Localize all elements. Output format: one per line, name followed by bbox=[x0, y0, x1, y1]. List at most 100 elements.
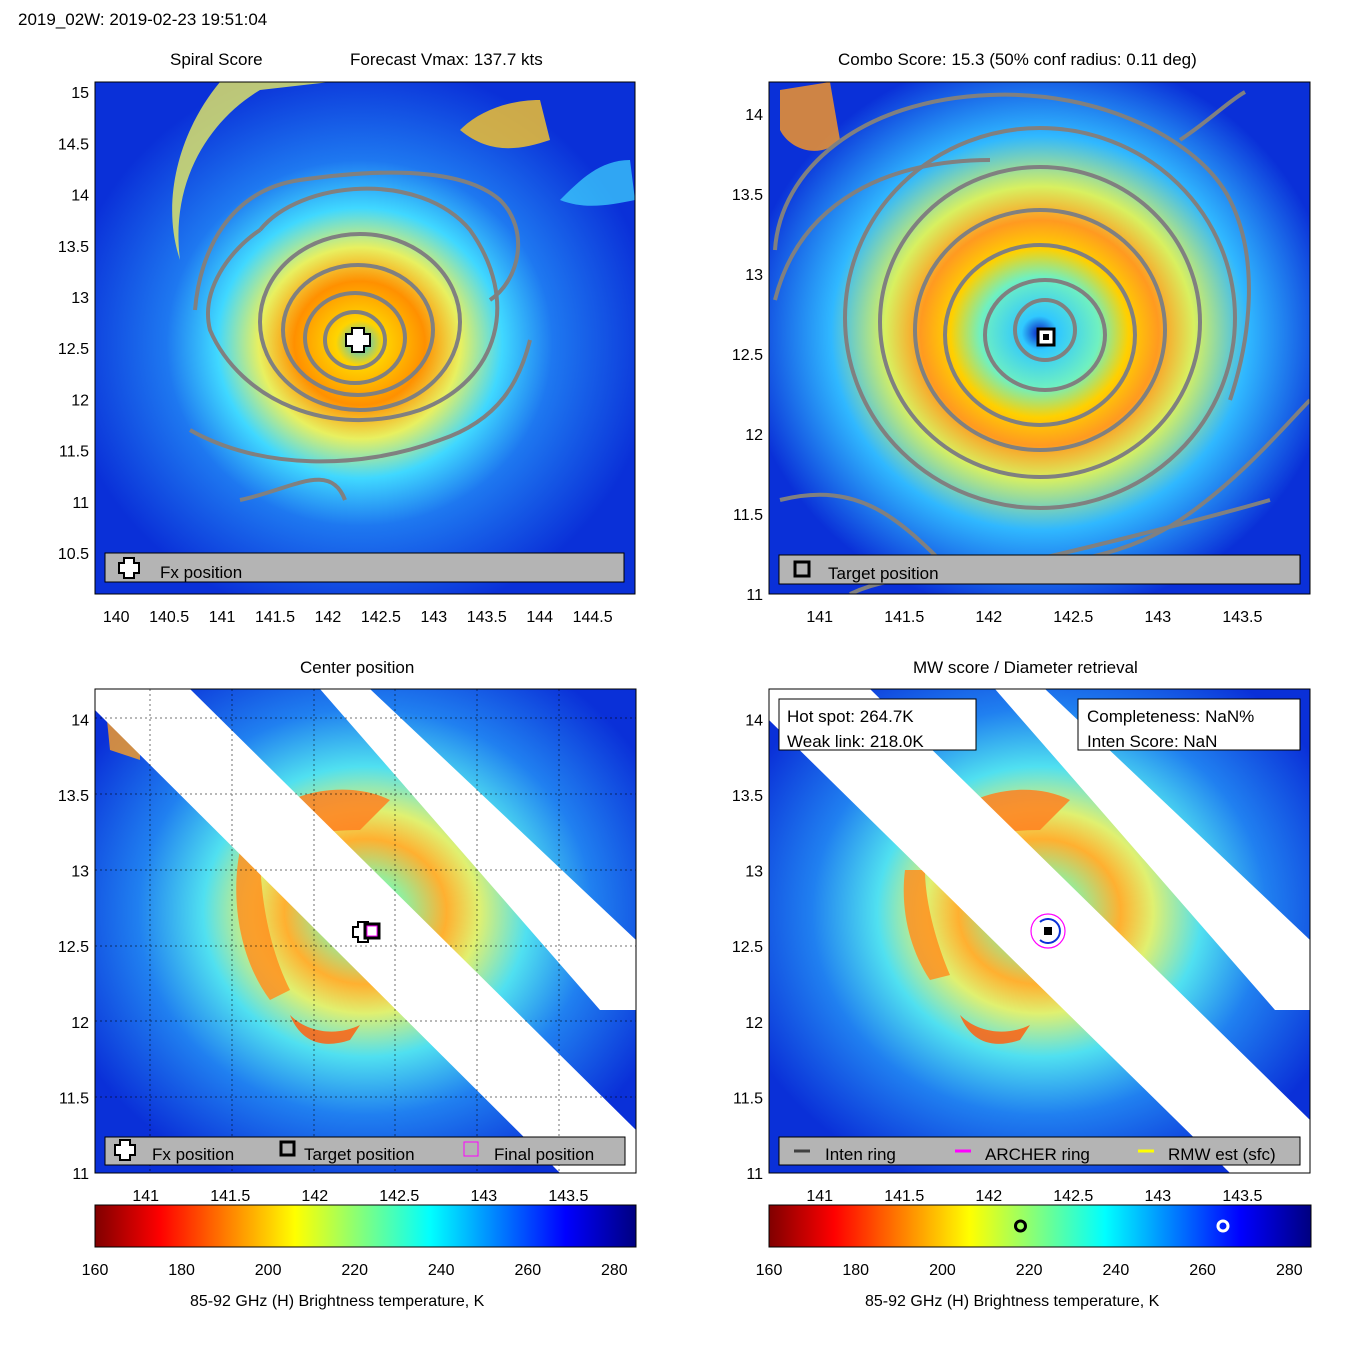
y-tick-label: 14 bbox=[71, 712, 89, 729]
center-target-marker bbox=[363, 922, 381, 940]
y-tick-label: 12.5 bbox=[58, 341, 89, 358]
y-tick-label: 11.5 bbox=[59, 444, 89, 461]
y-tick-label: 12 bbox=[745, 427, 763, 444]
x-tick-label: 142.5 bbox=[1053, 609, 1093, 626]
colorbar-tick-label: 280 bbox=[1276, 1262, 1303, 1279]
colorbar-tick-label: 200 bbox=[929, 1262, 956, 1279]
final-legend-icon bbox=[463, 1141, 479, 1157]
x-tick-label: 141 bbox=[209, 609, 236, 626]
colorbar-tick-label: 260 bbox=[514, 1262, 541, 1279]
y-tick-label: 13 bbox=[71, 290, 89, 307]
figure-header: 2019_02W: 2019-02-23 19:51:04 bbox=[18, 10, 268, 29]
mw-legend-rmw: RMW est (sfc) bbox=[1168, 1145, 1276, 1164]
y-tick-label: 11 bbox=[72, 495, 89, 512]
combo-score-panel: Target position 141 141.5 142 142.5 143 143.5… bbox=[732, 81, 1311, 626]
x-tick-label: 140 bbox=[103, 609, 130, 626]
y-tick-label: 13.5 bbox=[58, 788, 89, 805]
y-tick-label: 12 bbox=[745, 1015, 763, 1032]
y-tick-label: 12 bbox=[71, 392, 89, 409]
spiral-fx-marker bbox=[345, 327, 371, 353]
x-tick-label: 143.5 bbox=[548, 1188, 588, 1205]
y-tick-label: 12.5 bbox=[732, 347, 763, 364]
x-tick-label: 140.5 bbox=[149, 609, 189, 626]
y-tick-label: 13.5 bbox=[732, 788, 763, 805]
spiral-score-panel: Fx position 140 140.5 141 141.5 142 142.5 143 1… bbox=[58, 81, 636, 626]
x-tick-label: 142.5 bbox=[1053, 1188, 1093, 1205]
x-tick-label: 144.5 bbox=[573, 609, 613, 626]
colorbar-markers bbox=[1013, 1219, 1230, 1233]
mw-info-left bbox=[778, 698, 977, 751]
y-tick-label: 12.5 bbox=[58, 939, 89, 956]
x-tick-label: 143 bbox=[1144, 609, 1171, 626]
completeness-text: Completeness: NaN% bbox=[1087, 707, 1254, 726]
mw-data-gap bbox=[769, 689, 1310, 1173]
target-legend-icon bbox=[793, 560, 811, 578]
colorbar-tick-label: 160 bbox=[82, 1262, 109, 1279]
colorbar-tick-label: 160 bbox=[756, 1262, 783, 1279]
colorbar-right-label: 85-92 GHz (H) Brightness temperature, K bbox=[865, 1293, 1160, 1310]
combo-legend-label: Target position bbox=[828, 564, 939, 583]
y-tick-label: 13 bbox=[71, 864, 89, 881]
colorbar-tick-label: 240 bbox=[1103, 1262, 1130, 1279]
x-tick-label: 141 bbox=[806, 609, 833, 626]
x-tick-label: 142.5 bbox=[379, 1188, 419, 1205]
colorbar-tick-label: 200 bbox=[255, 1262, 282, 1279]
mw-legend-archer: ARCHER ring bbox=[985, 1145, 1090, 1164]
center-final-marker bbox=[366, 925, 378, 937]
weak-link-text: Weak link: 218.0K bbox=[787, 732, 924, 751]
spiral-contours bbox=[189, 170, 532, 502]
colorbar-right bbox=[768, 1204, 1312, 1248]
y-tick-label: 15 bbox=[71, 85, 89, 102]
x-tick-label: 143 bbox=[470, 1188, 497, 1205]
y-tick-label: 14 bbox=[71, 188, 89, 205]
target-legend-icon bbox=[279, 1140, 296, 1157]
spiral-legend-label: Fx position bbox=[160, 563, 242, 582]
x-tick-label: 143.5 bbox=[1222, 609, 1262, 626]
y-tick-label: 12 bbox=[71, 1015, 89, 1032]
fx-legend-icon bbox=[118, 557, 140, 579]
x-tick-label: 142.5 bbox=[361, 609, 401, 626]
combo-legend bbox=[778, 554, 1301, 585]
colorbar-tick-label: 220 bbox=[341, 1262, 368, 1279]
x-tick-label: 143.5 bbox=[467, 609, 507, 626]
x-tick-label: 141 bbox=[132, 1188, 159, 1205]
colorbar-tick-label: 180 bbox=[168, 1262, 195, 1279]
spiral-legend bbox=[104, 552, 625, 583]
combo-title: Combo Score: 15.3 (50% conf radius: 0.11… bbox=[838, 50, 1197, 69]
center-legend-final: Final position bbox=[494, 1145, 594, 1164]
mw-legend bbox=[778, 1136, 1301, 1166]
inten-score-text: Inten Score: NaN bbox=[1087, 732, 1217, 751]
center-legend-fx: Fx position bbox=[152, 1145, 234, 1164]
y-tick-label: 13.5 bbox=[732, 187, 763, 204]
x-tick-label: 141 bbox=[806, 1188, 833, 1205]
y-tick-label: 11.5 bbox=[59, 1090, 89, 1107]
x-tick-label: 144 bbox=[526, 609, 553, 626]
x-tick-label: 142 bbox=[975, 609, 1002, 626]
y-tick-label: 11 bbox=[746, 1166, 763, 1183]
y-tick-label: 11 bbox=[72, 1166, 89, 1183]
y-tick-label: 13 bbox=[745, 267, 763, 284]
mw-legend-inten: Inten ring bbox=[825, 1145, 896, 1164]
y-tick-label: 11.5 bbox=[733, 507, 763, 524]
combo-contours bbox=[773, 90, 1310, 594]
x-tick-label: 143.5 bbox=[1222, 1188, 1262, 1205]
y-tick-label: 11.5 bbox=[733, 1090, 763, 1107]
y-tick-label: 14 bbox=[745, 107, 763, 124]
hot-spot-marker bbox=[1216, 1219, 1230, 1233]
colorbar-tick-label: 260 bbox=[1189, 1262, 1216, 1279]
colorbar-tick-label: 280 bbox=[601, 1262, 628, 1279]
x-tick-label: 142 bbox=[301, 1188, 328, 1205]
fx-legend-icon bbox=[114, 1139, 136, 1161]
colorbar-tick-label: 220 bbox=[1016, 1262, 1043, 1279]
y-tick-label: 11 bbox=[746, 587, 763, 604]
y-tick-label: 13 bbox=[745, 864, 763, 881]
center-legend-target: Target position bbox=[304, 1145, 415, 1164]
spiral-subtitle: Forecast Vmax: 137.7 kts bbox=[350, 50, 543, 69]
hot-spot-text: Hot spot: 264.7K bbox=[787, 707, 914, 726]
center-legend bbox=[104, 1136, 626, 1166]
x-tick-label: 142 bbox=[975, 1188, 1002, 1205]
center-title: Center position bbox=[300, 658, 415, 677]
weak-link-marker bbox=[1013, 1219, 1027, 1233]
colorbar-tick-label: 240 bbox=[428, 1262, 455, 1279]
y-tick-label: 13.5 bbox=[58, 239, 89, 256]
